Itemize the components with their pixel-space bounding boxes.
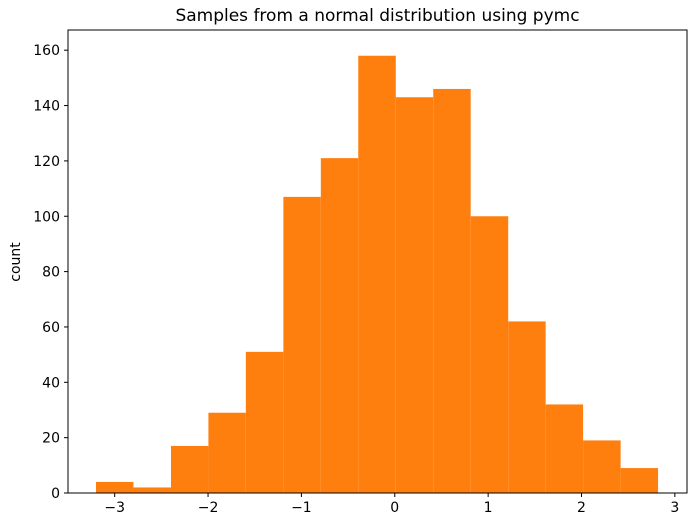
histogram-bar — [395, 97, 434, 493]
y-tick-label: 80 — [42, 265, 60, 281]
histogram-bar — [208, 412, 246, 493]
histogram-bar — [358, 55, 396, 494]
y-tick-label: 20 — [42, 431, 60, 447]
x-tick-label: −3 — [104, 500, 125, 516]
axes-frame — [67, 29, 688, 494]
histogram-bar — [508, 321, 546, 493]
histogram-bar — [433, 88, 471, 493]
histogram-bar — [133, 487, 171, 493]
chart-title: Samples from a normal distribution using… — [175, 6, 580, 26]
x-tick-label: −1 — [291, 500, 312, 516]
x-tick-label: 1 — [484, 500, 493, 516]
histogram-bar — [96, 481, 134, 493]
y-tick-label: 100 — [33, 209, 60, 225]
y-tick-label: 60 — [42, 320, 60, 336]
x-tick-label: −2 — [198, 500, 219, 516]
histogram-bar — [583, 440, 621, 493]
histogram-bar — [245, 351, 284, 493]
x-tick-label: 0 — [390, 500, 399, 516]
y-tick-label: 40 — [42, 375, 60, 391]
x-tick-label: 2 — [577, 500, 586, 516]
y-tick-label: 0 — [51, 486, 60, 502]
histogram-bar — [283, 196, 321, 493]
histogram-bar — [545, 404, 584, 493]
histogram-bar — [320, 158, 359, 493]
histogram-bar — [470, 216, 509, 493]
y-tick-label: 160 — [33, 43, 60, 59]
histogram-bar — [170, 445, 209, 493]
histogram-bar — [620, 468, 659, 493]
y-tick-label: 120 — [33, 154, 60, 170]
x-tick-label: 3 — [670, 500, 679, 516]
y-tick-label: 140 — [33, 99, 60, 115]
